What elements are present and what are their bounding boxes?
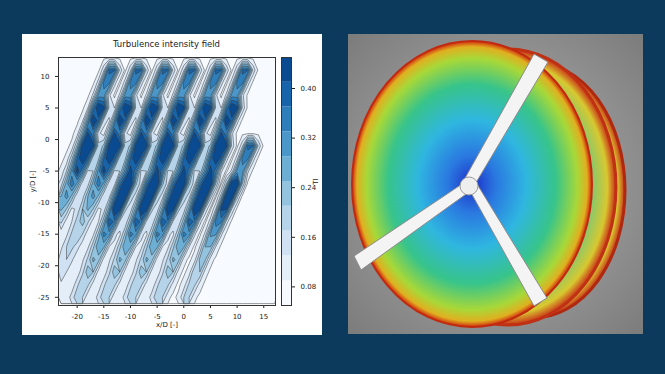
svg-text:0: 0 — [45, 136, 49, 144]
svg-text:10: 10 — [41, 73, 50, 81]
svg-text:-5: -5 — [153, 313, 161, 322]
svg-text:-10: -10 — [38, 199, 49, 207]
svg-text:0.16: 0.16 — [301, 234, 317, 242]
svg-text:-20: -20 — [38, 262, 49, 270]
svg-text:0.32: 0.32 — [301, 134, 317, 142]
html-text:Turbulence intensity field: Turbulence intensity field — [113, 39, 220, 49]
svg-text:10: 10 — [233, 313, 242, 321]
svg-text:5: 5 — [208, 313, 212, 321]
svg-text:0: 0 — [182, 313, 186, 321]
svg-text:-25: -25 — [38, 294, 49, 302]
svg-text:5: 5 — [45, 104, 49, 112]
svg-text:-5: -5 — [43, 167, 50, 175]
svg-text:0.40: 0.40 — [301, 85, 317, 93]
svg-text:0.24: 0.24 — [300, 183, 317, 192]
svg-text:0.08: 0.08 — [301, 283, 317, 291]
svg-text:x/D [-]: x/D [-] — [156, 321, 178, 329]
svg-text:15: 15 — [259, 313, 268, 321]
svg-text:-20: -20 — [71, 313, 82, 321]
svg-text:y/D [-]: y/D [-] — [29, 170, 37, 192]
svg-text:-15: -15 — [98, 313, 109, 321]
svg-text:-15: -15 — [38, 230, 49, 238]
svg-text:TI: TI — [312, 178, 320, 185]
svg-text:-10: -10 — [125, 313, 136, 321]
